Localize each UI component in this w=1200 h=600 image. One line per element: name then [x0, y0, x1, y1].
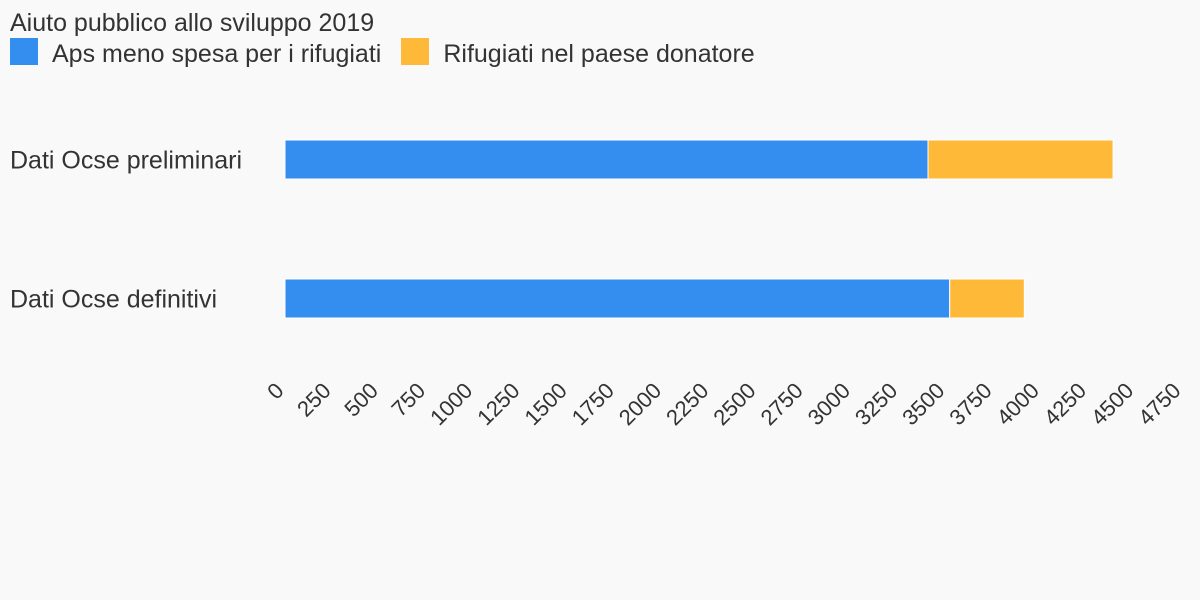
category-label: Dati Ocse preliminari — [10, 147, 242, 175]
x-tick-label: 1750 — [567, 378, 619, 430]
bar-segment-rifugiati[interactable] — [927, 139, 1114, 180]
x-tick-label: 4000 — [992, 378, 1044, 430]
x-tick-label: 500 — [339, 378, 383, 422]
x-tick-label: 1250 — [472, 378, 524, 430]
x-tick-label: 1500 — [520, 378, 572, 430]
category-label: Dati Ocse definitivi — [10, 286, 217, 314]
x-tick-label: 3000 — [803, 378, 855, 430]
x-tick-label: 3500 — [897, 378, 949, 430]
x-tick-label: 2000 — [614, 378, 666, 430]
legend-item-aps[interactable]: Aps meno spesa per i rifugiati — [10, 38, 381, 70]
legend-label-aps: Aps meno spesa per i rifugiati — [52, 40, 382, 68]
bar-segment-aps[interactable] — [284, 139, 929, 180]
x-tick-label: 4500 — [1086, 378, 1138, 430]
bar-segment-rifugiati[interactable] — [949, 278, 1025, 319]
x-tick-label: 0 — [262, 378, 288, 404]
x-tick-label: 250 — [292, 378, 336, 422]
chart-legend: Aps meno spesa per i rifugiati Rifugiati… — [10, 38, 775, 72]
x-tick-label: 4750 — [1133, 378, 1185, 430]
legend-label-rifugiati: Rifugiati nel paese donatore — [443, 40, 755, 68]
x-tick-label: 3250 — [850, 378, 902, 430]
x-tick-label: 4250 — [1039, 378, 1091, 430]
bar-segment-aps[interactable] — [284, 278, 951, 319]
x-tick-label: 2750 — [756, 378, 808, 430]
legend-swatch-rifugiati — [401, 38, 430, 65]
x-tick-label: 2500 — [708, 378, 760, 430]
x-tick-label: 1000 — [425, 378, 477, 430]
x-tick-label: 750 — [387, 378, 431, 422]
legend-swatch-aps — [10, 38, 38, 65]
legend-item-rifugiati[interactable]: Rifugiati nel paese donatore — [401, 38, 755, 70]
chart-title: Aiuto pubblico allo sviluppo 2019 — [10, 9, 375, 37]
x-tick-label: 3750 — [944, 378, 996, 430]
x-tick-label: 2250 — [661, 378, 713, 430]
